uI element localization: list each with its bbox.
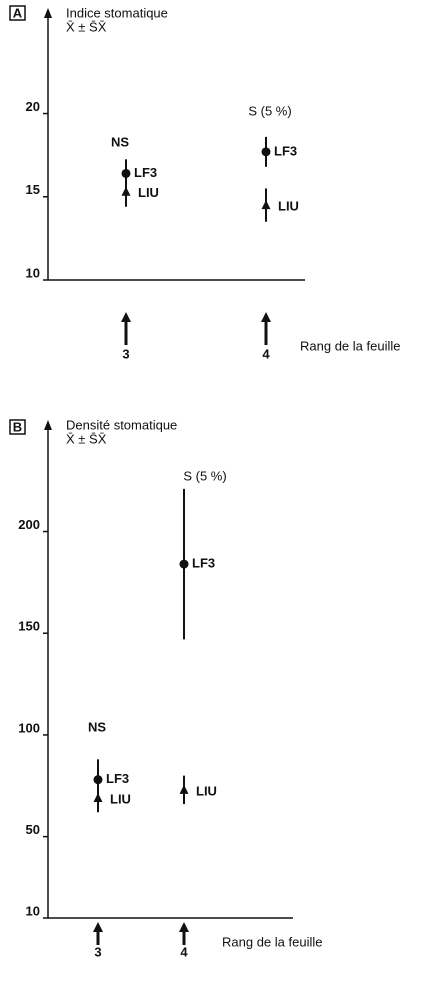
annotation: NS (111, 134, 129, 149)
annotation: S (5 %) (248, 103, 291, 118)
y-axis-label: X̄ ± S̄X̄ (66, 431, 107, 446)
y-tick-label: 50 (26, 822, 40, 837)
point (261, 147, 271, 157)
category-arrow-head (179, 922, 189, 932)
x-tick-label: 3 (94, 944, 101, 959)
annotation: S (5 %) (183, 468, 226, 483)
y-tick-label: 15 (26, 182, 40, 197)
y-axis-arrow (44, 420, 52, 430)
series-label: LF3 (274, 143, 297, 158)
y-tick-label: 100 (18, 720, 40, 735)
y-tick-label: 20 (26, 99, 40, 114)
series-label: LF3 (134, 165, 157, 180)
x-axis-label: Rang de la feuille (222, 934, 322, 949)
category-arrow-head (121, 312, 131, 322)
y-axis-label: Densité stomatique (66, 417, 177, 432)
point (179, 559, 189, 569)
x-tick-label: 4 (262, 346, 270, 361)
point (121, 168, 131, 178)
series-label: LIU (110, 791, 131, 806)
annotation: NS (88, 719, 106, 734)
category-arrow-head (261, 312, 271, 322)
y-tick-label: 150 (18, 619, 40, 634)
series-label: LIU (138, 185, 159, 200)
point (261, 200, 271, 210)
series-label: LIU (196, 783, 217, 798)
x-tick-label: 3 (122, 346, 129, 361)
y-tick-label: 200 (18, 517, 40, 532)
y-tick-label: 10 (26, 903, 40, 918)
y-axis-arrow (44, 8, 52, 18)
point (179, 784, 189, 794)
y-axis-label: Indice stomatique (66, 5, 168, 20)
point (93, 792, 103, 802)
series-label: LF3 (192, 556, 215, 571)
category-arrow-head (93, 922, 103, 932)
series-label: LF3 (106, 771, 129, 786)
series-label: LIU (278, 199, 299, 214)
panel-tag: B (13, 419, 22, 434)
x-axis-label: Rang de la feuille (300, 338, 400, 353)
panel-tag: A (13, 5, 23, 20)
point (121, 186, 131, 196)
x-tick-label: 4 (180, 944, 188, 959)
y-axis-label: X̄ ± S̄X̄ (66, 19, 107, 34)
y-tick-label: 10 (26, 265, 40, 280)
panel-tag-box (9, 5, 26, 21)
point (93, 775, 103, 785)
panel-tag-box (9, 419, 26, 435)
